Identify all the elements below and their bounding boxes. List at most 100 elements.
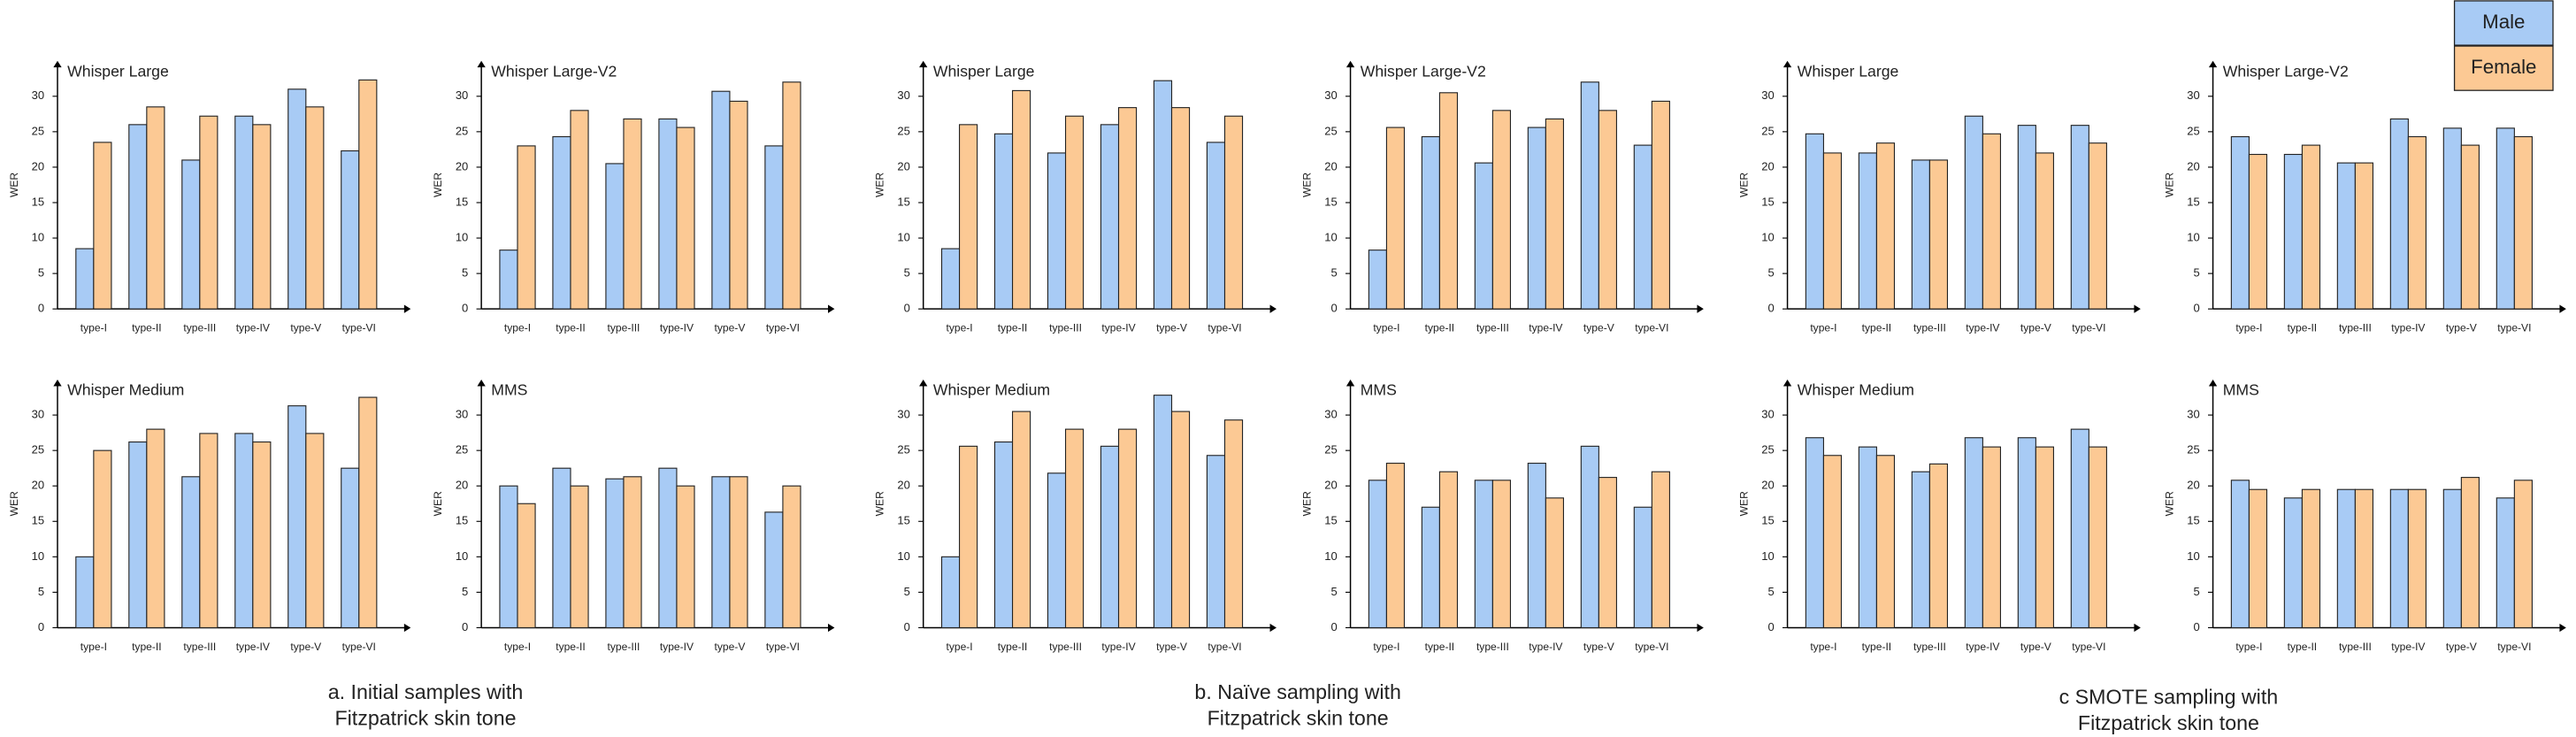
y-axis-arrow [1782,380,1792,387]
bar [658,118,678,310]
legend-swatch [2453,45,2554,91]
y-tick-label: 25 [1761,124,1774,137]
y-tick-label: 25 [456,443,468,457]
bar [1545,118,1565,310]
y-tick-label: 25 [2187,443,2199,457]
bar [199,433,218,629]
bar [1598,110,1617,310]
x-tick-label: type-II [2288,322,2318,334]
bar [1474,162,1493,310]
x-axis-arrow [2559,304,2566,313]
bar [2035,152,2054,310]
y-tick-label: 25 [897,443,909,457]
bar [623,476,642,629]
bar [1822,455,1843,629]
y-tick-label: 30 [456,408,468,421]
y-axis-label: WER [874,491,886,516]
y-tick-label: 25 [1761,443,1774,457]
x-axis-arrow [1697,623,1704,633]
bar [552,467,571,629]
x-tick-label: type-III [2339,322,2372,334]
bar [358,79,378,310]
y-tick-label: 20 [897,159,909,173]
bar [341,150,360,310]
legend-label: Female [2471,56,2536,78]
bar [146,428,165,629]
y-tick-label: 5 [38,266,44,280]
y-tick-label: 10 [32,549,44,563]
x-tick-label: type-IV [1529,641,1562,653]
caption: Fitzpatrick skin tone [334,707,516,730]
y-tick-label: 10 [1324,549,1337,563]
x-tick-label: type-IV [660,641,694,653]
y-tick-label: 20 [456,479,468,492]
bar [1580,445,1599,629]
caption: Fitzpatrick skin tone [2078,711,2259,734]
x-tick-label: type-I [504,641,531,653]
bar [764,511,784,629]
y-tick-label: 0 [1767,302,1774,315]
y-tick-label: 5 [462,266,468,280]
bar [2070,125,2089,310]
bar [1964,115,1983,310]
x-tick-label: type-V [290,322,321,334]
y-axis-label: WER [432,491,444,516]
bar [1875,455,1896,629]
x-tick-label: type-III [1913,322,1946,334]
chart-title: Whisper Medium [933,381,1050,399]
x-tick-label: type-I [1810,641,1836,653]
bar [1580,81,1599,310]
bar [128,441,148,629]
bar [93,449,112,629]
y-tick-label: 0 [1330,302,1337,315]
y-tick-label: 15 [32,195,44,208]
bar [93,142,112,310]
chart-title: MMS [2223,381,2259,399]
y-axis-arrow [53,380,62,387]
x-tick-label: type-V [715,641,746,653]
x-tick-label: type-II [998,322,1028,334]
bar [1368,250,1387,310]
bar [2017,437,2036,629]
bar [1064,428,1085,629]
bar [252,124,272,310]
bar [2248,488,2268,629]
x-tick-label: type-V [1156,641,1187,653]
y-tick-label: 0 [38,302,44,315]
bar [1911,471,1930,629]
bar [2496,497,2515,629]
y-axis-arrow [53,60,62,68]
y-tick-label: 10 [1761,230,1774,243]
y-tick-label: 20 [1761,159,1774,173]
bar [2088,446,2107,629]
y-axis-label: WER [8,491,20,516]
bar [2460,477,2480,629]
y-tick-label: 5 [904,585,910,598]
x-tick-label: type-I [946,641,972,653]
bar [2070,428,2089,629]
chart-title: Whisper Large [933,62,1035,80]
bar [1011,411,1031,629]
x-axis-arrow [403,623,411,633]
bar [2088,142,2107,310]
bar [1206,455,1226,629]
chart-title: Whisper Large [1798,62,1899,80]
x-tick-label: type-VI [342,322,376,334]
y-tick-label: 0 [2193,302,2199,315]
x-tick-label: type-III [1913,641,1946,653]
bar [358,396,378,629]
bar [305,433,325,629]
chart-title: Whisper Large [67,62,169,80]
y-tick-label: 20 [1324,159,1337,173]
bar [288,88,307,310]
bar [517,503,536,629]
x-axis-arrow [1697,304,1704,313]
x-tick-label: type-VI [1635,641,1668,653]
x-tick-label: type-IV [2391,322,2425,334]
bar [1438,471,1459,629]
y-tick-label: 20 [2187,479,2199,492]
x-tick-label: type-III [183,641,216,653]
x-axis-arrow [2134,623,2141,633]
bar [1527,463,1546,629]
